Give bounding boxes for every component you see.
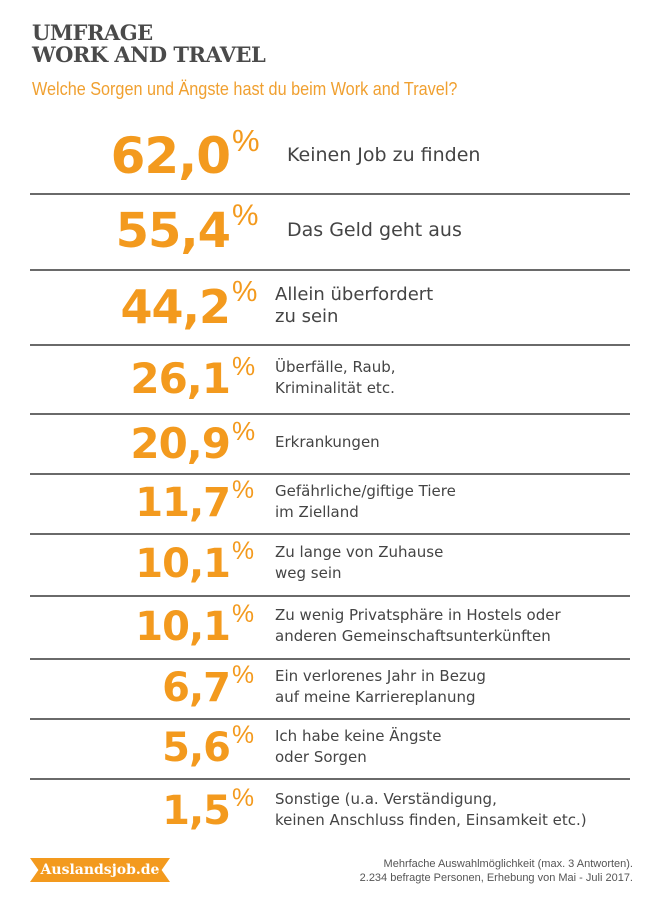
percent-value: 20,9 — [130, 418, 231, 468]
row-divider — [30, 344, 630, 346]
percent-value: 6,7 — [162, 665, 231, 712]
answer-label: Das Geld geht aus — [287, 219, 462, 241]
percent-sign: % — [232, 415, 256, 446]
percent-value: 55,4 — [115, 203, 231, 260]
answer-label: Zu lange von Zuhause weg sein — [275, 543, 444, 582]
percent-value: 26,1 — [130, 354, 231, 404]
result-row: 55,4% Das Geld geht aus — [30, 195, 630, 271]
result-row: 10,1% Zu wenig Privatsphäre in Hostels od… — [30, 597, 630, 660]
percent-sign: % — [232, 538, 255, 565]
answer-label: Erkrankungen — [275, 432, 380, 451]
answer-label: Allein überfordert zu sein — [275, 283, 434, 327]
answer-label: Zu wenig Privatsphäre in Hostels oder an… — [275, 605, 561, 645]
result-row: 11,7% Gefährliche/giftige Tiere im Ziella… — [30, 475, 630, 535]
answer-label: Überfälle, Raub, Kriminalität etc. — [275, 357, 396, 397]
percent-value: 10,1 — [135, 603, 231, 650]
result-row: 20,9% Erkrankungen — [30, 415, 630, 475]
percent-sign: % — [232, 600, 255, 628]
row-divider — [30, 413, 630, 415]
title: UMFRAGE WORK AND TRAVEL — [32, 20, 266, 67]
subtitle: Welche Sorgen und Ängste hast du beim Wo… — [32, 79, 458, 99]
title-line-2: WORK AND TRAVEL — [32, 42, 266, 67]
percent-value: 11,7 — [135, 480, 231, 527]
percent-sign: % — [232, 722, 255, 749]
percent-sign: % — [232, 662, 255, 689]
result-row: 1,5% Sonstige (u.a. Verständigung, keinen… — [30, 780, 630, 845]
result-row: 10,1% Zu lange von Zuhause weg sein — [30, 535, 630, 597]
row-divider — [30, 658, 630, 660]
answer-label: Ein verlorenes Jahr in Bezug auf meine K… — [275, 667, 486, 706]
row-divider — [30, 595, 630, 597]
row-divider — [30, 533, 630, 535]
percent-value: 5,6 — [162, 725, 231, 772]
row-divider — [30, 193, 630, 195]
title-line-1: UMFRAGE — [32, 20, 153, 45]
percent-sign: % — [232, 276, 258, 309]
answer-label: Ich habe keine Ängste oder Sorgen — [275, 727, 442, 766]
result-row: 26,1% Überfälle, Raub, Kriminalität etc. — [30, 346, 630, 415]
result-row: 44,2% Allein überfordert zu sein — [30, 271, 630, 346]
percent-sign: % — [232, 477, 255, 504]
result-row: 62,0% Keinen Job zu finden — [30, 120, 630, 195]
percent-sign: % — [232, 784, 255, 812]
percent-value: 1,5 — [162, 787, 231, 834]
percent-sign: % — [232, 199, 259, 233]
row-divider — [30, 473, 630, 475]
auslandsjob-logo: Auslandsjob.de — [30, 858, 170, 882]
answer-label: Keinen Job zu finden — [287, 143, 481, 166]
percent-value: 62,0 — [110, 126, 231, 185]
row-divider — [30, 718, 630, 720]
row-divider — [30, 778, 630, 780]
percent-sign: % — [232, 351, 256, 382]
row-divider — [30, 269, 630, 271]
percent-sign: % — [232, 122, 260, 158]
result-row: 6,7% Ein verlorenes Jahr in Bezug auf mei… — [30, 660, 630, 720]
answer-label: Gefährliche/giftige Tiere im Zielland — [275, 482, 456, 521]
percent-value: 44,2 — [120, 279, 231, 334]
percent-value: 10,1 — [135, 541, 231, 588]
result-row: 5,6% Ich habe keine Ängste oder Sorgen — [30, 720, 630, 780]
footnote: Mehrfache Auswahlmöglichkeit (max. 3 Ant… — [359, 858, 633, 884]
answer-label: Sonstige (u.a. Verständigung, keinen Ans… — [275, 789, 587, 829]
